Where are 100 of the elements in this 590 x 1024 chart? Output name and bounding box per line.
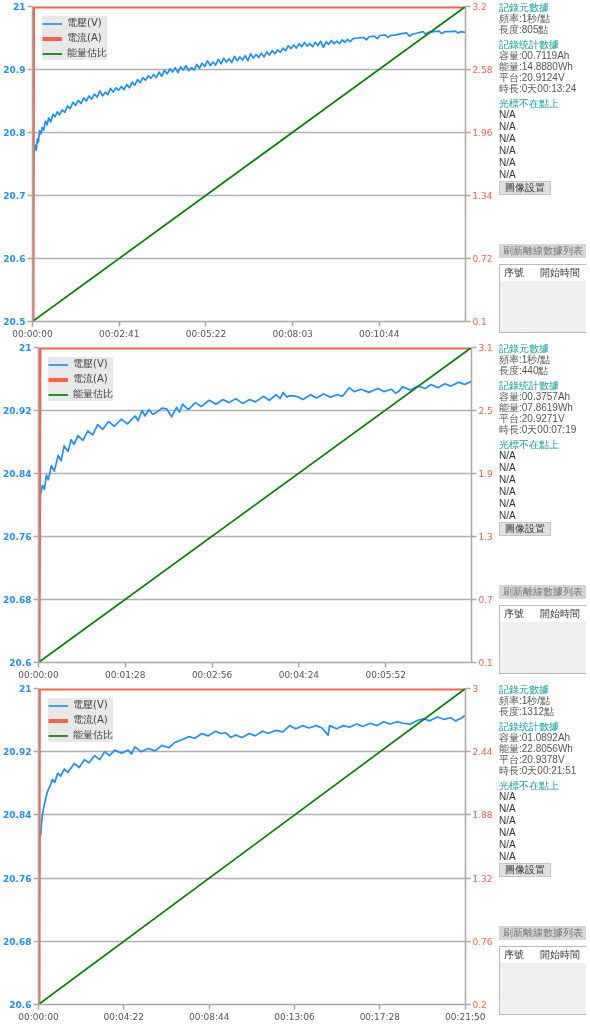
button: 圖像設置	[499, 863, 551, 877]
x-tick-label: 00:00:00	[12, 328, 53, 339]
y-tick-label: 20.6	[3, 254, 26, 264]
y2-tick-label: 0.1	[472, 317, 487, 327]
text: 平台:20.9378V	[499, 754, 566, 765]
button: 刷新離線數據列表	[499, 926, 586, 940]
x-tick-label: 00:08:03	[272, 328, 313, 339]
legend-label: 能量估比	[67, 46, 107, 60]
y-tick-label: 21	[18, 343, 32, 353]
text: 容量:00.3757Ah	[499, 391, 572, 402]
x-tick-label: 00:00:00	[18, 1011, 59, 1022]
legend-label: 電壓(V)	[73, 698, 108, 712]
y2-tick-label: 3.1	[478, 343, 493, 353]
y-tick-label: 20.92	[3, 406, 32, 416]
legend-label: 能量估比	[73, 387, 113, 401]
text: 長度:1312點	[499, 706, 556, 717]
legend-label: 電流(A)	[67, 31, 102, 45]
text: 光標不在點上	[499, 98, 560, 109]
legend-label: 電壓(V)	[67, 16, 102, 30]
text: 容量:00.7119Ah	[499, 50, 571, 61]
text: N/A	[499, 450, 517, 462]
text: 記錄元數據	[499, 343, 549, 354]
x-tick-label: 00:01:28	[105, 669, 146, 680]
text: 能量:07.8619Wh	[499, 402, 574, 413]
text: 記錄元數據	[499, 684, 549, 695]
text: 記錄元數據	[499, 2, 549, 13]
x-tick-label: 00:02:56	[191, 669, 233, 680]
y-tick-label: 20.9	[3, 65, 26, 75]
x-tick-label: 00:04:24	[278, 669, 320, 680]
y-tick-label: 20.6	[9, 658, 32, 668]
y2-tick-label: 2.5	[478, 406, 493, 416]
x-tick-label: 00:13:06	[274, 1011, 315, 1022]
x-tick-label: 00:00:00	[18, 669, 59, 680]
legend-label: 電流(A)	[73, 372, 108, 386]
y2-tick-label: 3	[472, 684, 479, 694]
text: 長度:805點	[499, 24, 549, 35]
text: 記錄统計數據	[499, 380, 560, 391]
button: 圖像設置	[499, 181, 551, 195]
y2-tick-label: 1.88	[472, 810, 493, 821]
y2-tick-label: 1.9	[478, 469, 494, 479]
text: N/A	[499, 474, 517, 486]
x-tick-label: 00:17:28	[359, 1011, 401, 1022]
y-tick-label: 21	[18, 684, 32, 694]
y2-tick-label: 1.3	[478, 532, 493, 542]
list-box: 序號 開始時間	[499, 946, 586, 1015]
text: N/A	[499, 133, 517, 145]
text: 光標不在點上	[499, 780, 560, 791]
list-box: 序號 開始時間	[499, 264, 586, 333]
y-tick-label: 20.76	[3, 532, 32, 542]
y-tick-label: 20.6	[9, 1000, 32, 1010]
y2-tick-label: 2.58	[472, 65, 493, 75]
text: 記錄统計數據	[499, 39, 560, 50]
text: N/A	[499, 462, 517, 474]
text: 時長:0天00:07:19	[499, 424, 578, 435]
button: 刷新離線數據列表	[499, 244, 586, 258]
text: N/A	[499, 145, 517, 157]
text: 時長:0天00:21:51	[499, 765, 578, 776]
text: 容量:01.0892Ah	[499, 732, 572, 743]
y-tick-label: 20.76	[3, 873, 32, 884]
x-tick-label: 00:05:52	[365, 669, 406, 680]
legend-label: 電壓(V)	[73, 357, 108, 371]
text: N/A	[499, 827, 517, 839]
text: 平台:20.9124V	[499, 72, 566, 83]
y-tick-label: 21	[12, 2, 26, 12]
text: 能量:14.8880Wh	[499, 61, 574, 72]
y2-tick-label: 0.2	[472, 1000, 487, 1010]
list-box: 序號 開始時間	[499, 605, 586, 674]
button: 圖像設置	[499, 522, 551, 536]
y2-tick-label: 1.96	[472, 128, 493, 138]
y2-tick-label: 2.44	[472, 747, 493, 758]
text: N/A	[499, 486, 517, 498]
x-tick-label: 00:05:22	[185, 328, 227, 339]
text: N/A	[499, 815, 517, 827]
text: 能量:22.8056Wh	[499, 743, 574, 754]
y2-tick-label: 0.1	[478, 658, 493, 668]
y2-tick-label: 0.72	[472, 254, 493, 264]
y2-tick-label: 0.76	[472, 936, 493, 947]
legend-label: 能量估比	[73, 728, 113, 742]
text: N/A	[499, 169, 517, 181]
text: N/A	[499, 803, 517, 815]
text: N/A	[499, 851, 517, 863]
text: 頻率:1秒/點	[499, 695, 552, 706]
y2-tick-label: 1.32	[472, 873, 493, 884]
x-tick-label: 00:10:44	[359, 328, 400, 339]
y-tick-label: 20.5	[3, 317, 26, 327]
text: 頻率:1秒/點	[499, 13, 552, 24]
y-tick-label: 20.68	[3, 936, 32, 947]
text: 頻率:1秒/點	[499, 354, 552, 365]
text: N/A	[499, 510, 517, 522]
text: N/A	[499, 498, 517, 510]
y-tick-label: 20.84	[3, 469, 32, 479]
x-tick-label: 00:08:44	[188, 1011, 230, 1022]
legend-label: 電流(A)	[73, 713, 108, 727]
text: N/A	[499, 791, 517, 803]
y-tick-label: 20.8	[3, 128, 26, 138]
y2-tick-label: 0.7	[478, 595, 493, 605]
y-tick-label: 20.92	[3, 747, 32, 758]
text: N/A	[499, 157, 517, 169]
y2-tick-label: 1.34	[472, 191, 493, 201]
y-tick-label: 20.84	[3, 810, 32, 821]
